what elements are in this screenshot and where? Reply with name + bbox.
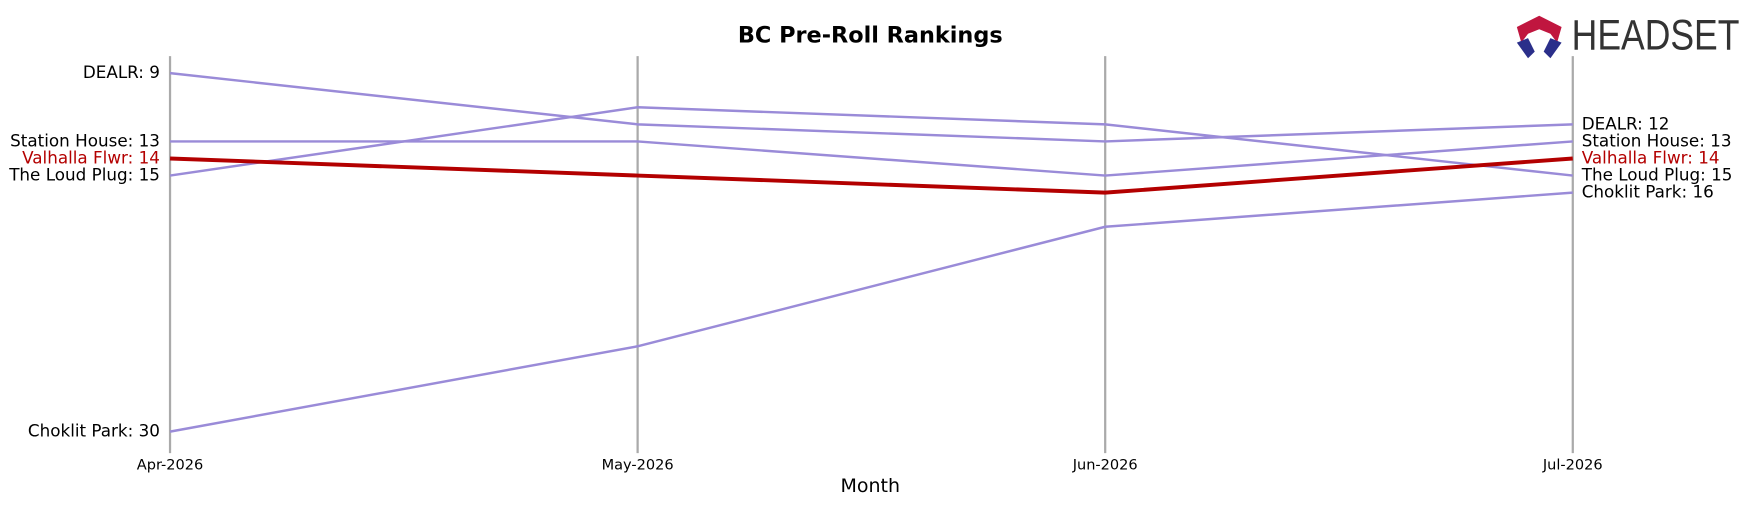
value-label: DEALR: 12	[1582, 113, 1670, 133]
series-line	[169, 106, 1573, 177]
logo-icon	[1543, 38, 1562, 59]
value-label: Station House: 13	[1582, 130, 1732, 150]
logo: HEADSET	[1516, 12, 1740, 59]
x-tick-label: Apr-2026	[137, 457, 203, 473]
x-tick-label: Jun-2026	[1072, 457, 1138, 473]
value-label: Valhalla Flwr: 14	[22, 147, 160, 167]
logo-icon	[1516, 38, 1535, 59]
value-label: The Loud Plug: 15	[8, 165, 160, 185]
x-tick-label: Jul-2026	[1542, 457, 1603, 473]
series-line	[170, 140, 1573, 177]
logo-icon	[1516, 15, 1562, 43]
value-label: Choklit Park: 30	[28, 421, 160, 441]
value-label: Choklit Park: 16	[1582, 182, 1714, 202]
x-tick-label: May-2026	[602, 457, 674, 473]
x-axis-label: Month	[841, 475, 901, 497]
series-line	[169, 71, 1573, 143]
value-label: Valhalla Flwr: 14	[1582, 147, 1720, 167]
value-label: Station House: 13	[10, 130, 160, 150]
value-label: The Loud Plug: 15	[1581, 165, 1733, 185]
logo-text: HEADSET	[1572, 12, 1740, 59]
series-line	[169, 191, 1573, 433]
series-line	[169, 156, 1573, 195]
chart-title: BC Pre-Roll Rankings	[738, 22, 1003, 48]
value-label: DEALR: 9	[83, 62, 160, 82]
